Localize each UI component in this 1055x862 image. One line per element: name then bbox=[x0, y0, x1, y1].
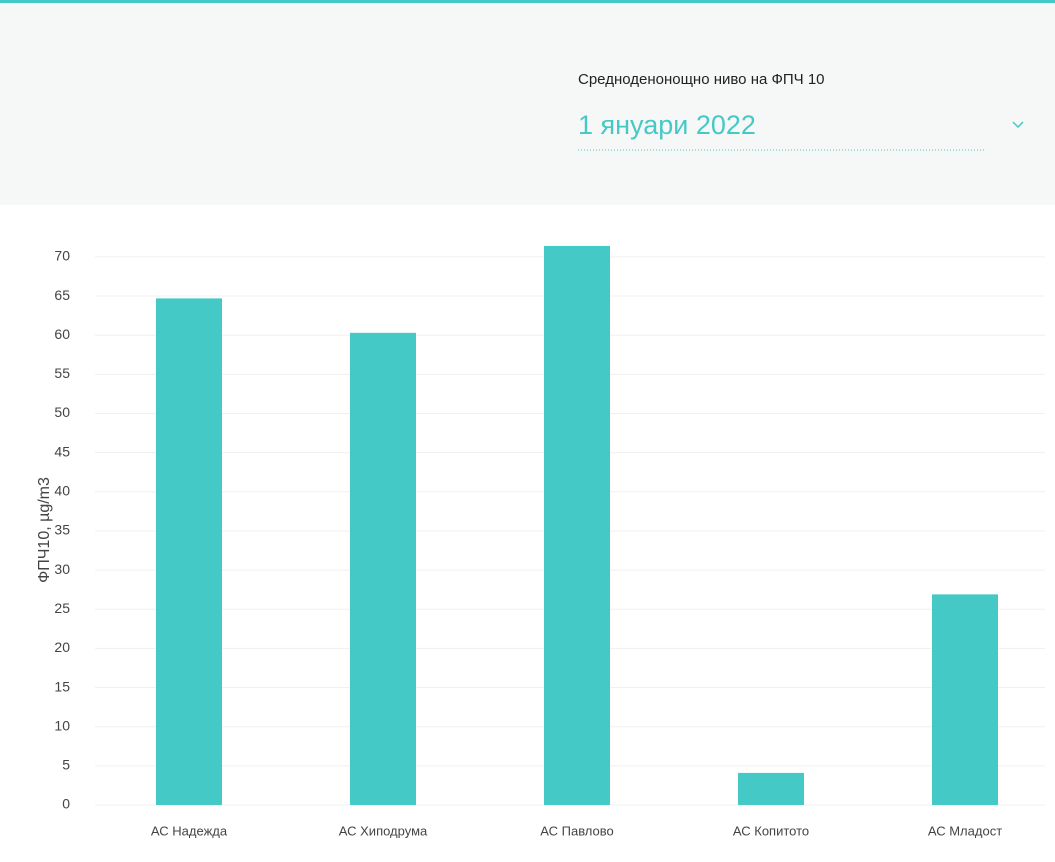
filter-label: Средноденонощно ниво на ФПЧ 10 bbox=[578, 71, 825, 88]
y-tick-label: 10 bbox=[54, 717, 70, 733]
filter-panel bbox=[0, 0, 1055, 205]
top-border bbox=[0, 0, 1055, 3]
dropdown-chevron[interactable] bbox=[1012, 121, 1024, 129]
y-tick-label: 15 bbox=[54, 678, 70, 694]
bar bbox=[544, 245, 610, 806]
date-dropdown[interactable]: 1 януари 2022 bbox=[578, 110, 1024, 151]
bar bbox=[156, 298, 222, 805]
x-tick-label: АС Надежда bbox=[151, 823, 228, 838]
y-axis-label: ФПЧ10, µg/m3 bbox=[36, 477, 53, 583]
bar bbox=[932, 594, 998, 805]
x-tick-label: АС Павлово bbox=[540, 823, 614, 838]
bar bbox=[738, 772, 804, 805]
y-tick-label: 45 bbox=[54, 443, 70, 459]
y-tick-label: 35 bbox=[54, 522, 70, 538]
bar bbox=[350, 332, 416, 805]
y-tick-label: 70 bbox=[54, 248, 70, 264]
dropdown-value[interactable]: 1 януари 2022 bbox=[578, 110, 756, 140]
x-tick-label: АС Младост bbox=[928, 823, 1002, 838]
y-tick-label: 20 bbox=[54, 639, 70, 655]
y-tick-label: 30 bbox=[54, 561, 70, 577]
y-tick-label: 50 bbox=[54, 404, 70, 420]
y-tick-label: 25 bbox=[54, 600, 70, 616]
y-tick-label: 65 bbox=[54, 287, 70, 303]
y-tick-label: 55 bbox=[54, 365, 70, 381]
y-tick-label: 0 bbox=[62, 796, 70, 812]
x-tick-label: АС Хиподрума bbox=[339, 823, 428, 838]
x-tick-label: АС Копитото bbox=[733, 823, 809, 838]
y-tick-label: 5 bbox=[62, 757, 70, 773]
y-tick-label: 40 bbox=[54, 483, 70, 499]
y-tick-label: 60 bbox=[54, 326, 70, 342]
